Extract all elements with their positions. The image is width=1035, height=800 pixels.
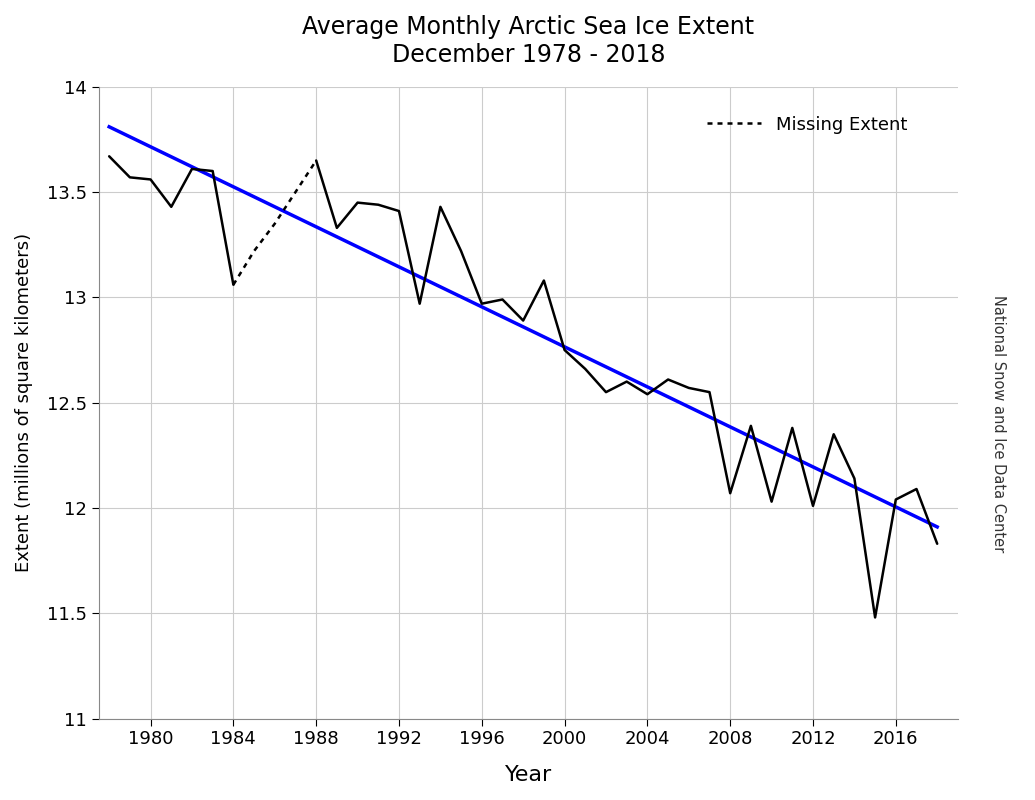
Text: National Snow and Ice Data Center: National Snow and Ice Data Center bbox=[992, 295, 1006, 553]
X-axis label: Year: Year bbox=[505, 765, 552, 785]
Title: Average Monthly Arctic Sea Ice Extent
December 1978 - 2018: Average Monthly Arctic Sea Ice Extent De… bbox=[302, 15, 755, 67]
Y-axis label: Extent (millions of square kilometers): Extent (millions of square kilometers) bbox=[14, 233, 33, 572]
Legend: Missing Extent: Missing Extent bbox=[700, 109, 915, 141]
